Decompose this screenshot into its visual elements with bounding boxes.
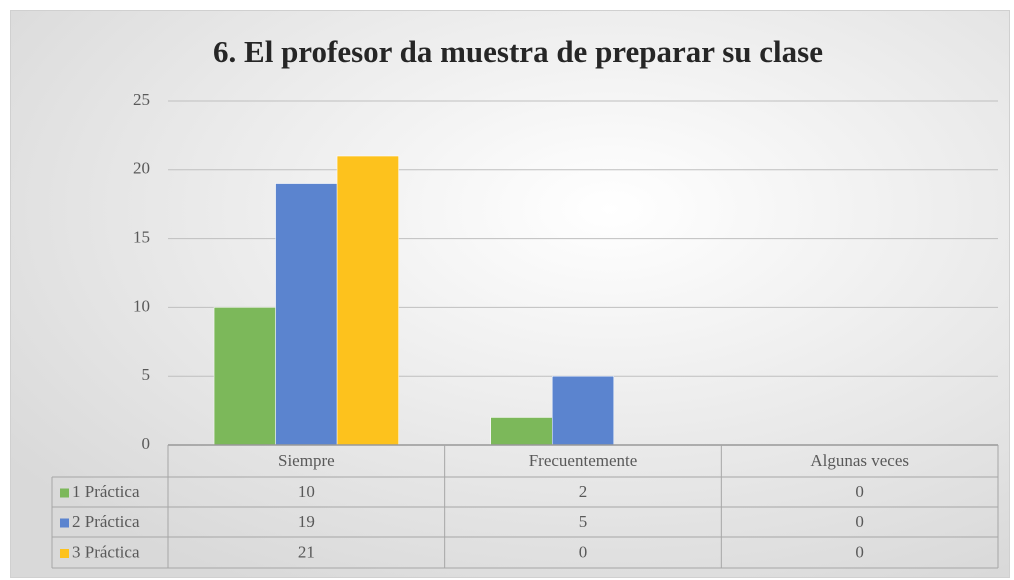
x-tick-label: Algunas veces	[810, 451, 909, 470]
table-cell: 10	[298, 482, 315, 501]
table-cell: 0	[855, 512, 864, 531]
legend-label: 1 Práctica	[72, 482, 140, 501]
y-tick-label: 5	[142, 365, 151, 384]
y-tick-label: 15	[133, 228, 150, 247]
bar	[552, 375, 614, 446]
y-tick-label: 25	[133, 90, 150, 109]
table-cell: 0	[855, 482, 864, 501]
bar	[213, 307, 276, 446]
bar	[275, 183, 338, 446]
y-tick-label: 20	[133, 159, 150, 178]
bar	[490, 417, 553, 446]
table-cell: 0	[579, 542, 588, 561]
table-cell: 2	[579, 482, 588, 501]
chart-area	[10, 10, 1010, 578]
legend-label: 2 Práctica	[72, 512, 140, 531]
chart-title: 6. El profesor da muestra de preparar su…	[213, 34, 823, 69]
y-tick-label: 0	[142, 434, 151, 453]
x-tick-label: Siempre	[278, 451, 335, 470]
x-tick-label: Frecuentemente	[529, 451, 638, 470]
bar	[336, 155, 399, 446]
table-cell: 0	[855, 542, 864, 561]
table-cell: 5	[579, 512, 588, 531]
y-tick-label: 10	[133, 296, 150, 315]
legend-key	[60, 549, 69, 558]
legend-label: 3 Práctica	[72, 542, 140, 561]
legend-key	[60, 518, 69, 528]
table-cell: 19	[298, 512, 315, 531]
legend-key	[60, 488, 69, 498]
table-cell: 21	[298, 542, 315, 561]
